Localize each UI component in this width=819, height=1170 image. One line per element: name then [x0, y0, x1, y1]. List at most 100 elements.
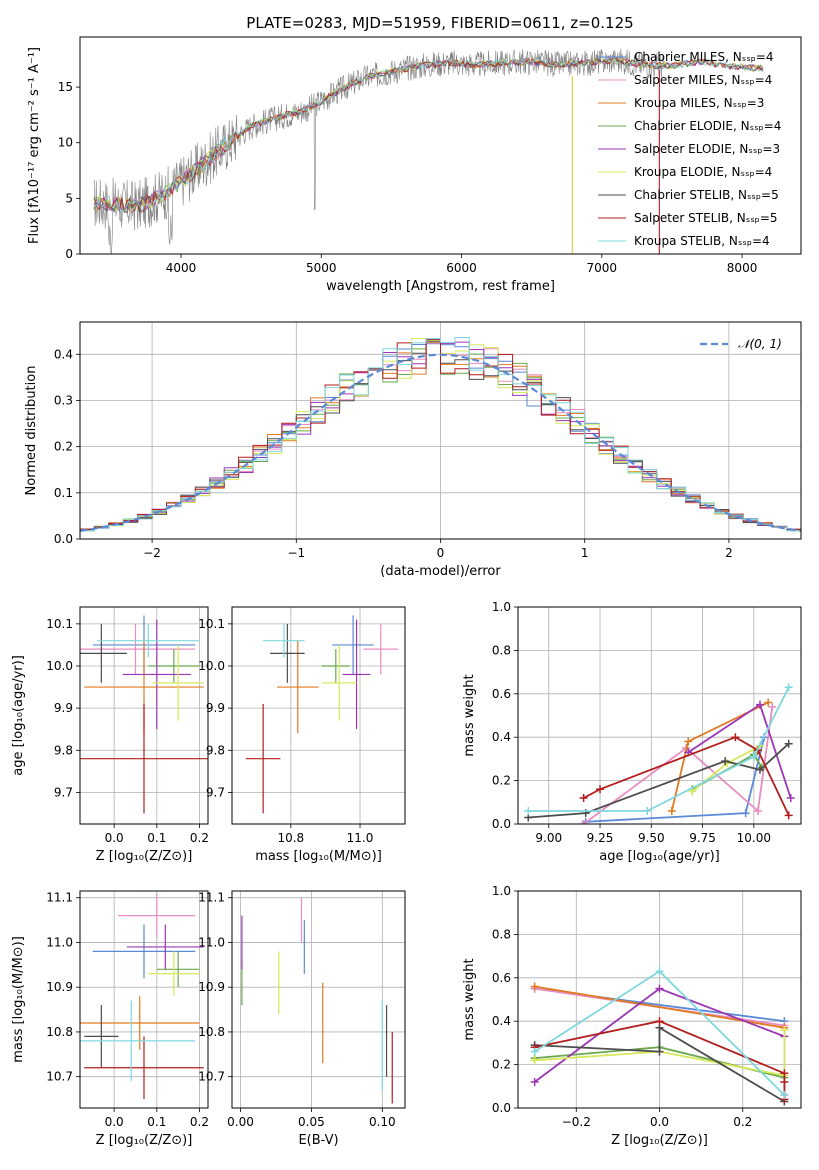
- y-tick-label: 10.8: [198, 1025, 225, 1039]
- x-axis-label: Z [log₁₀(Z/Z⊙)]: [611, 1133, 708, 1148]
- y-tick-label: 1.0: [492, 884, 511, 898]
- y-axis-label: mass weight: [462, 674, 477, 756]
- y-tick-label: 0.0: [54, 532, 73, 546]
- axes-frame: [231, 890, 406, 1109]
- y-tick-label: 9.7: [206, 785, 225, 799]
- legend-label: Salpeter ELODIE, Nₛₛₚ=3: [634, 142, 780, 156]
- x-tick-label: 0: [437, 546, 445, 560]
- mass-weight-marker: [643, 806, 652, 815]
- mass-weight-vs-age-panel: 9.00 9.25 9.50 9.75 10.00 0.0 0.2 0.4 0.6 0.8 1.0 a…: [462, 600, 802, 864]
- x-axis-label: wavelength [Angstrom, rest frame]: [326, 279, 555, 294]
- x-tick-label: 4000: [166, 261, 197, 275]
- plot-area: [80, 615, 208, 814]
- x-axis-label: Z [log₁₀(Z/Z⊙)]: [96, 1133, 193, 1148]
- legend-label: Kroupa ELODIE, Nₛₛₚ=4: [634, 165, 772, 179]
- mass-weight-marker: [780, 1025, 789, 1034]
- age-vs-mass-panel: 10.8 11.0 9.7 9.8 9.9 10.0 10.1 mass [log₁₀(M/M…: [198, 606, 406, 864]
- y-tick-label: 10.9: [198, 980, 225, 994]
- y-tick-label: 5: [65, 191, 73, 205]
- x-tick-label: 0.0: [650, 1115, 669, 1129]
- y-tick-label: 11.1: [46, 891, 73, 905]
- x-tick-label: 6000: [446, 261, 477, 275]
- x-tick-label: 7000: [587, 261, 618, 275]
- y-tick-label: 10: [58, 136, 73, 150]
- legend-label: Kroupa STELIB, Nₛₛₚ=4: [634, 234, 770, 248]
- x-tick-label: 9.00: [535, 831, 562, 845]
- x-tick-label: 10.8: [277, 831, 304, 845]
- x-axis-label: mass [log₁₀(M/M⊙)]: [255, 849, 382, 864]
- mass-weight-marker: [530, 1047, 539, 1056]
- mass-weight-marker: [731, 733, 740, 742]
- y-tick-label: 0.2: [492, 774, 511, 788]
- y-tick-label: 15: [58, 80, 73, 94]
- mass-weight-marker: [749, 752, 758, 761]
- y-tick-label: 0.8: [492, 643, 511, 657]
- y-tick-label: 9.7: [54, 785, 73, 799]
- legend-label: Salpeter MILES, Nₛₛₚ=4: [634, 73, 772, 87]
- x-tick-label: 0.1: [147, 1115, 166, 1129]
- legend-label: Salpeter STELIB, Nₛₛₚ=5: [634, 211, 778, 225]
- y-tick-label: 9.9: [54, 701, 73, 715]
- mass-weight-marker: [784, 683, 793, 692]
- y-tick-label: 0.6: [492, 971, 511, 985]
- y-tick-label: 0: [65, 247, 73, 261]
- normal-reference-curve: [80, 353, 801, 532]
- y-tick-label: 10.0: [46, 659, 73, 673]
- model-spectrum-line: [93, 57, 764, 213]
- mass-weight-marker: [784, 739, 793, 748]
- mass-weight-marker: [780, 1090, 789, 1099]
- y-tick-label: 0.0: [492, 1101, 511, 1115]
- residuals-panel: −2 −1 0 1 2 0.0 0.1 0.2 0.3 0.4 (data-model)/error…: [24, 321, 802, 579]
- y-tick-label: 10.9: [46, 980, 73, 994]
- y-tick-label: 10.1: [198, 617, 225, 631]
- mass-weight-marker: [741, 809, 750, 818]
- axes-frame: [79, 890, 209, 1109]
- age-vs-metallicity-panel: 0.0 0.1 0.2 9.7 9.8 9.9 10.0 10.1 Z [log₁₀(Z/Z⊙)…: [11, 606, 209, 864]
- axes-frame: [79, 606, 209, 825]
- y-tick-label: 11.1: [198, 891, 225, 905]
- x-tick-label: 0.05: [298, 1115, 325, 1129]
- mass-weight-marker: [596, 785, 605, 794]
- x-tick-label: 9.75: [689, 831, 716, 845]
- y-axis-label: mass weight: [462, 958, 477, 1040]
- mass-weight-marker: [655, 967, 664, 976]
- x-tick-label: 11.0: [347, 831, 374, 845]
- mass-weight-marker: [655, 1047, 664, 1056]
- mass-weight-marker: [780, 1069, 789, 1078]
- mass-weight-marker: [753, 806, 762, 815]
- plot-area: [80, 893, 204, 1100]
- plot-area: [245, 615, 399, 814]
- x-tick-label: 1: [581, 546, 589, 560]
- y-tick-label: 0.2: [54, 440, 73, 454]
- y-axis-label: mass [log₁₀(M/M⊙)]: [11, 936, 26, 1063]
- mass-weight-series: [534, 1029, 786, 1077]
- y-tick-label: 10.8: [46, 1025, 73, 1039]
- x-tick-label: 0.2: [190, 831, 209, 845]
- mass-weight-marker: [721, 757, 730, 766]
- x-axis-label: (data-model)/error: [380, 564, 501, 579]
- mass-weight-marker: [655, 984, 664, 993]
- observed-spectrum-line: [93, 48, 665, 254]
- x-tick-label: 10.00: [737, 831, 771, 845]
- x-tick-label: −1: [287, 546, 305, 560]
- y-tick-label: 0.4: [492, 730, 511, 744]
- mass-weight-marker: [755, 700, 764, 709]
- mass-weight-marker: [530, 982, 539, 991]
- legend: Chabrier MILES, Nₛₛₚ=4 Salpeter MILES, Nₛ…: [598, 50, 781, 248]
- y-tick-label: 10.1: [46, 617, 73, 631]
- x-tick-label: 0.1: [147, 831, 166, 845]
- y-tick-label: 11.0: [198, 935, 225, 949]
- mass-weight-series: [583, 706, 774, 824]
- mass-weight-vs-metallicity-panel: −0.2 0.0 0.2 0.0 0.2 0.4 0.6 0.8 1.0 Z [log₁₀(Z/Z…: [462, 884, 802, 1148]
- y-axis-label: age [log₁₀(age/yr)]: [11, 655, 26, 776]
- mass-weight-series: [687, 703, 792, 799]
- mass-weight-marker: [755, 765, 764, 774]
- y-tick-label: 9.8: [206, 743, 225, 757]
- x-axis-label: age [log₁₀(age/yr)]: [599, 849, 720, 864]
- mass-weight-marker: [764, 698, 773, 707]
- y-axis-label: Normed distribution: [24, 366, 39, 496]
- legend-label: 𝒩(0, 1): [738, 337, 782, 351]
- x-tick-label: 0.10: [369, 1115, 396, 1129]
- mass-weight-marker: [655, 1017, 664, 1026]
- residual-histogram: [80, 337, 801, 533]
